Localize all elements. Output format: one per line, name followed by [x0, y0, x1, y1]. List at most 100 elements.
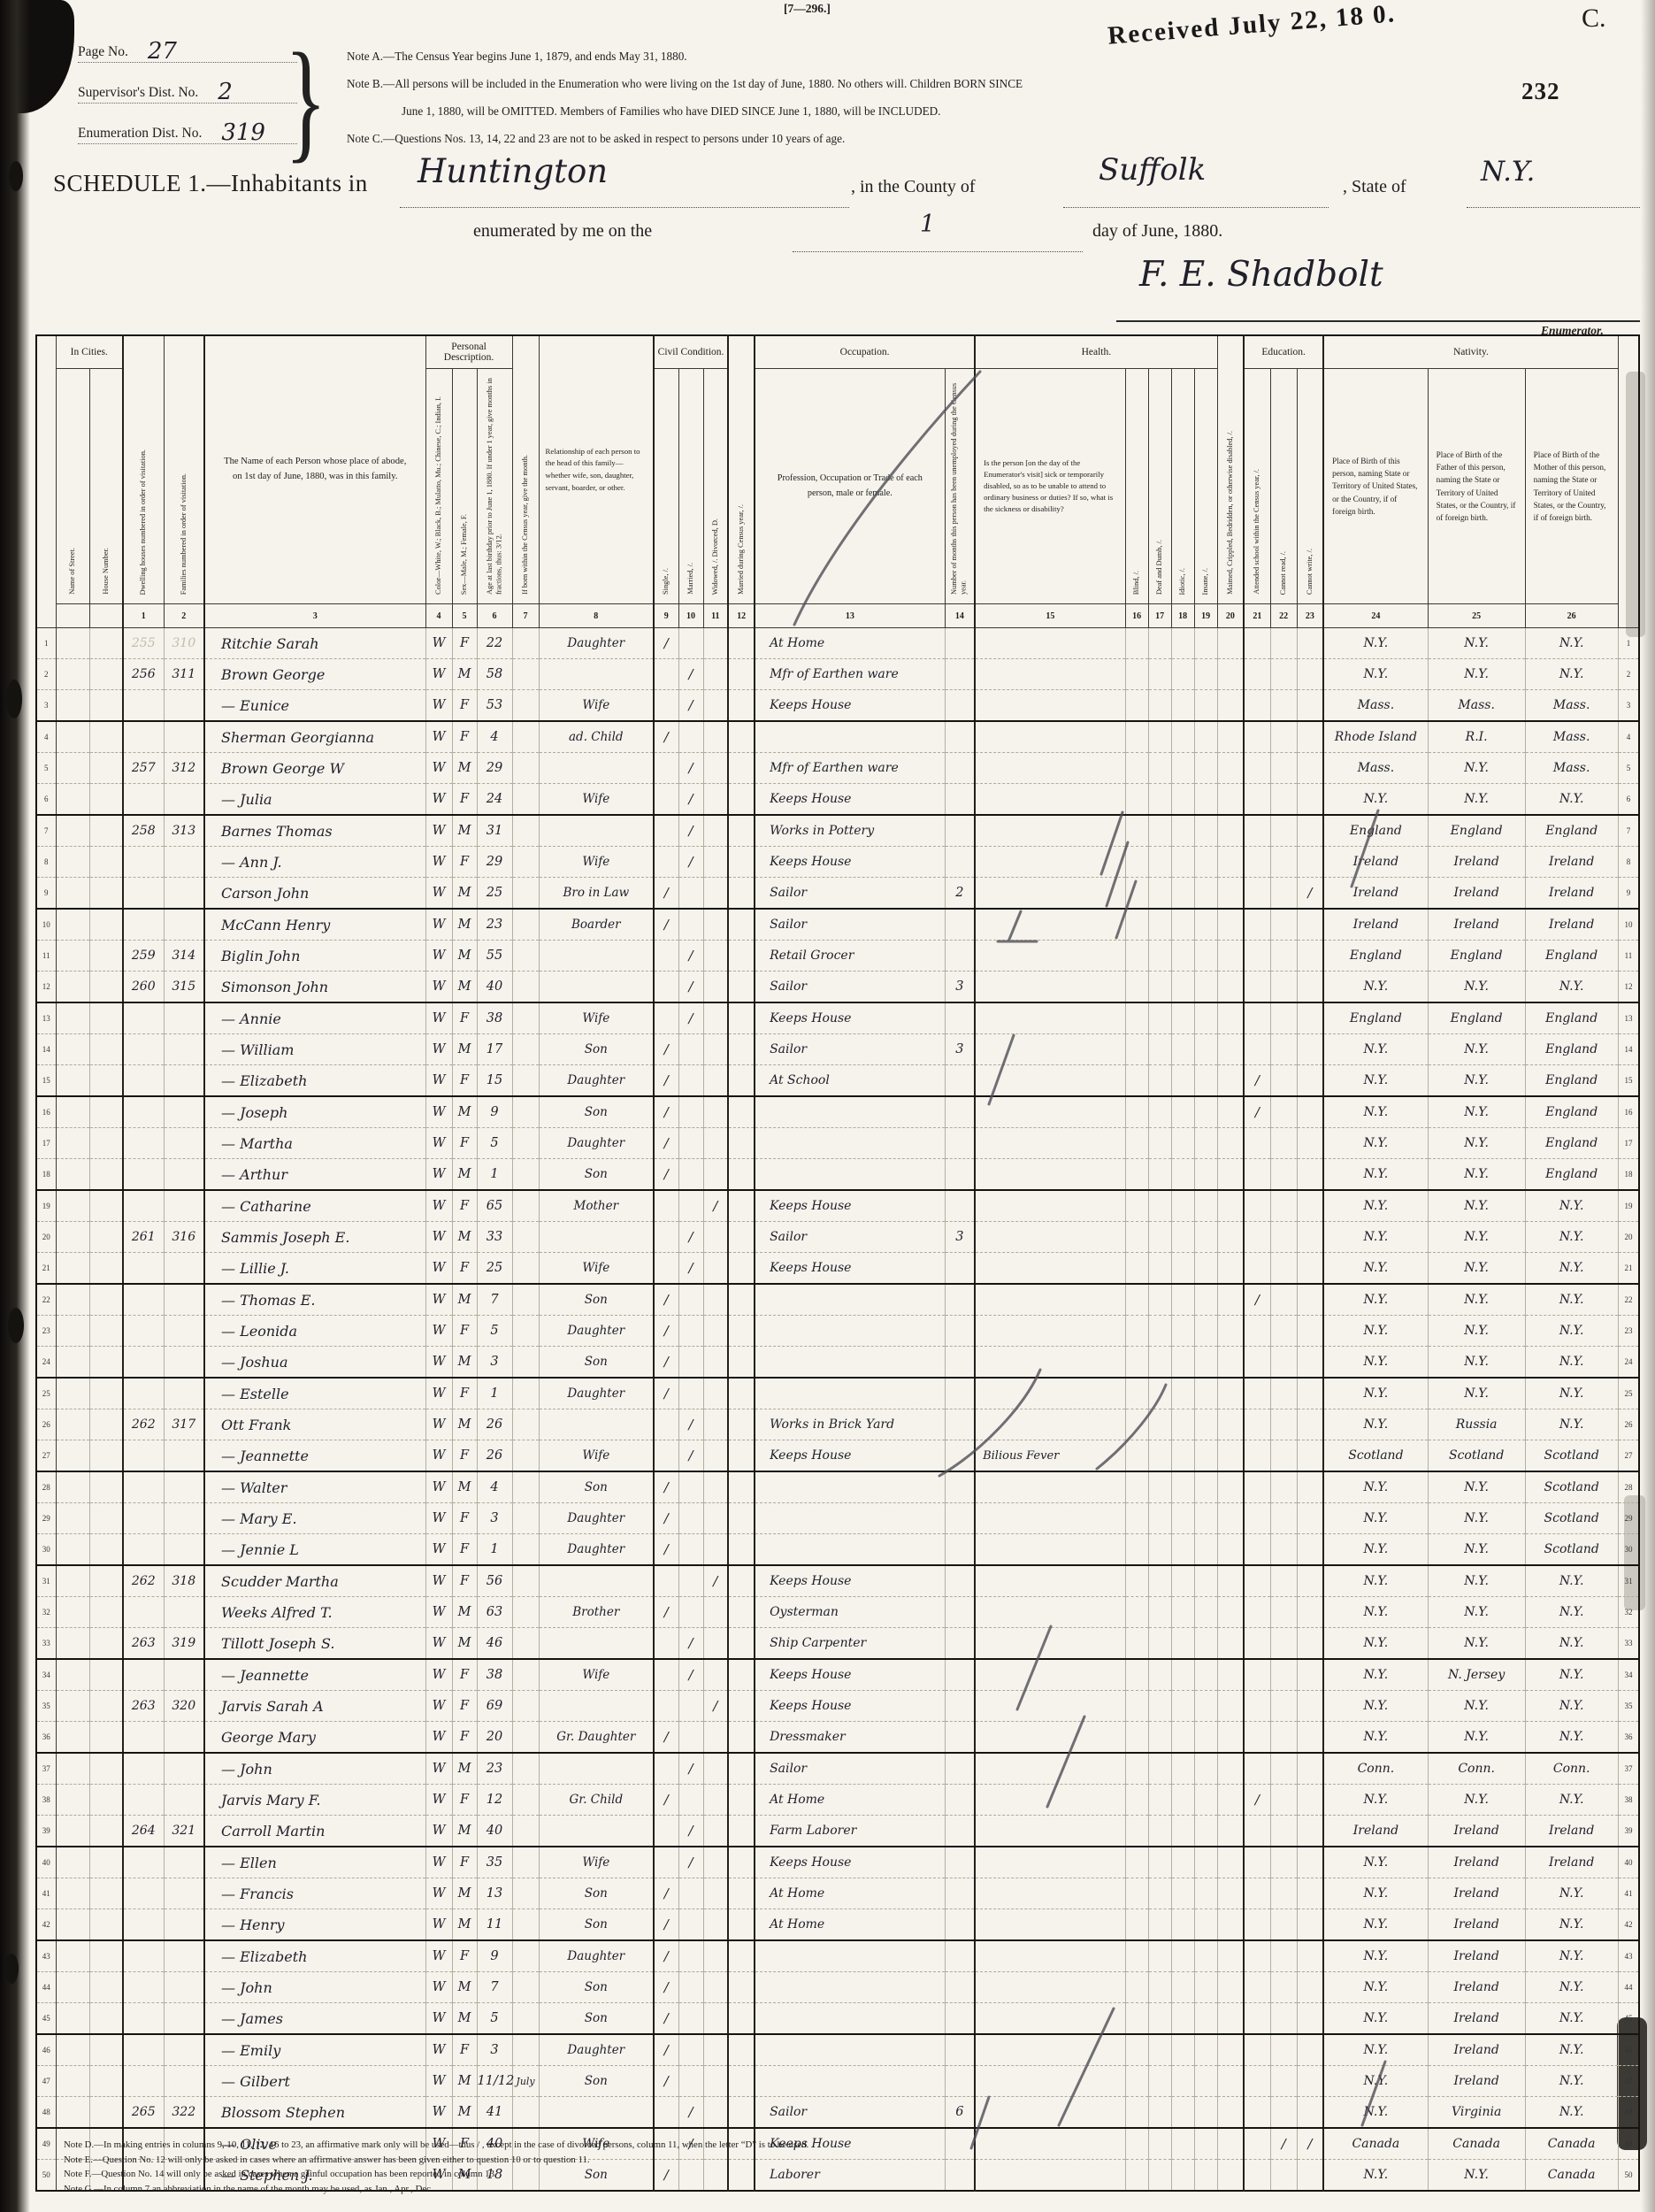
row-number-left: 22 [36, 1284, 57, 1316]
row-number-left: 25 [36, 1378, 57, 1409]
cell-deaf-dumb-mark [1147, 689, 1172, 722]
cell-person-name: — Catharine [203, 1190, 426, 1222]
cell-occupation [754, 1378, 946, 1409]
group-education: Education. [1243, 334, 1324, 369]
cell-person-name: — Jeannette [203, 1659, 426, 1691]
cell-sickness [974, 1190, 1126, 1222]
col-number: 7 [511, 603, 540, 628]
row-number-right: 10 [1617, 909, 1640, 941]
cell-married-census-year-mark [727, 783, 755, 816]
cell-person-name: — Arthur [203, 1158, 426, 1191]
cell-attended-school-mark [1243, 2034, 1271, 2066]
cell-person-name: — Martha [203, 1127, 426, 1159]
cell-person-name: Simonson John [203, 971, 426, 1003]
col-dwelling-header: Dwelling houses numbered in order of vis… [122, 334, 165, 604]
cell-deaf-dumb-mark [1147, 1847, 1172, 1878]
cell-birthplace-mother: Scotland [1524, 1502, 1619, 1534]
cell-birthplace-mother: England [1524, 815, 1619, 847]
cell-months-unemployed [944, 1784, 976, 1816]
cell-maimed-mark [1216, 1221, 1245, 1253]
cell-sickness [974, 1721, 1126, 1754]
cell-birth-month [511, 2159, 540, 2192]
cell-relationship: Son [538, 1346, 655, 1379]
cell-dwelling-number [122, 1158, 165, 1191]
cell-dwelling-number [122, 1346, 165, 1379]
cell-blind-mark [1124, 1753, 1149, 1785]
cell-color: W [425, 1440, 453, 1472]
cell-birthplace-mother: N.Y. [1524, 2002, 1619, 2035]
cell-cannot-read-mark [1269, 1909, 1298, 1941]
cell-widowed-mark [702, 2065, 729, 2097]
col-house-label: House Number. [101, 548, 110, 595]
cell-blind-mark [1124, 846, 1149, 878]
cell-single-mark [653, 783, 679, 816]
col-attended-school-header: Attended school within the Census year, … [1243, 368, 1271, 604]
cell-birthplace-mother: N.Y. [1524, 783, 1619, 816]
col-number: 18 [1170, 603, 1195, 628]
cell-house-number [88, 1346, 124, 1379]
cell-family-number [163, 1940, 205, 1972]
table-row: 8 — Ann J. W F 29 Wife / Keeps House Ire… [36, 846, 1640, 878]
row-number-left: 30 [36, 1533, 57, 1566]
cell-maimed-mark [1216, 658, 1245, 690]
cell-deaf-dumb-mark [1147, 971, 1172, 1003]
schedule-title: SCHEDULE 1.—Inhabitants in [53, 170, 368, 196]
page-no-field: Page No. 27 [78, 35, 297, 65]
cell-insane-mark [1193, 658, 1218, 690]
cell-idiotic-mark [1170, 1502, 1195, 1534]
cell-widowed-mark [702, 1753, 729, 1785]
cell-birthplace-father: N.Y. [1427, 1721, 1526, 1754]
cell-sex: F [451, 1440, 478, 1472]
cell-married-mark [678, 1315, 704, 1347]
cell-months-unemployed [944, 689, 976, 722]
cell-single-mark: / [653, 909, 679, 941]
cell-married-mark: / [678, 1221, 704, 1253]
cell-attended-school-mark [1243, 1221, 1271, 1253]
row-number-right: 24 [1617, 1346, 1640, 1379]
cell-birthplace-self: N.Y. [1322, 1596, 1429, 1628]
row-number-left: 45 [36, 2002, 57, 2035]
note-g: Note G.—In column 7 an abbreviation in t… [64, 2183, 433, 2194]
cell-birth-month [511, 909, 540, 941]
cell-street [55, 1533, 90, 1566]
cell-widowed-mark [702, 1346, 729, 1379]
cell-single-mark: / [653, 1596, 679, 1628]
enumeration-dist-value: 319 [221, 119, 265, 146]
cell-months-unemployed [944, 658, 976, 690]
row-number-left: 11 [36, 940, 57, 972]
cell-single-mark [653, 658, 679, 690]
cell-street [55, 1878, 90, 1909]
table-row: 18 — Arthur W M 1 Son / N.Y. N.Y. Englan… [36, 1158, 1640, 1191]
cell-relationship: Daughter [538, 627, 655, 659]
cell-sickness [974, 1753, 1126, 1785]
cell-birthplace-self: N.Y. [1322, 627, 1429, 659]
cell-house-number [88, 909, 124, 941]
cell-single-mark: / [653, 1346, 679, 1379]
cell-birthplace-father: N.Y. [1427, 783, 1526, 816]
cell-house-number [88, 2002, 124, 2035]
cell-birthplace-father: N. Jersey [1427, 1659, 1526, 1691]
cell-person-name: — Emily [203, 2034, 426, 2066]
cell-widowed-mark [702, 2002, 729, 2035]
cell-insane-mark [1193, 1002, 1218, 1034]
cell-birthplace-mother: N.Y. [1524, 1252, 1619, 1285]
row-number-right: 27 [1617, 1440, 1640, 1472]
cell-family-number [163, 877, 205, 910]
table-row: 13 — Annie W F 38 Wife / Keeps House Eng… [36, 1002, 1640, 1034]
cell-widowed-mark [702, 1221, 729, 1253]
table-row: 32 Weeks Alfred T. W M 63 Brother / Oyst… [36, 1596, 1640, 1628]
cell-street [55, 721, 90, 753]
cell-cannot-write-mark [1296, 2002, 1324, 2035]
enumerator-label: Enumerator. [1541, 324, 1604, 337]
cell-birthplace-self: England [1322, 940, 1429, 972]
cell-street [55, 1002, 90, 1034]
cell-cannot-write-mark [1296, 1409, 1324, 1440]
cell-street [55, 1378, 90, 1409]
cell-color: W [425, 2128, 453, 2160]
cell-sickness [974, 1659, 1126, 1691]
cell-single-mark [653, 1440, 679, 1472]
cell-maimed-mark [1216, 1784, 1245, 1816]
cell-married-mark: / [678, 689, 704, 722]
cell-birthplace-mother: N.Y. [1524, 1878, 1619, 1909]
cell-color: W [425, 752, 453, 784]
